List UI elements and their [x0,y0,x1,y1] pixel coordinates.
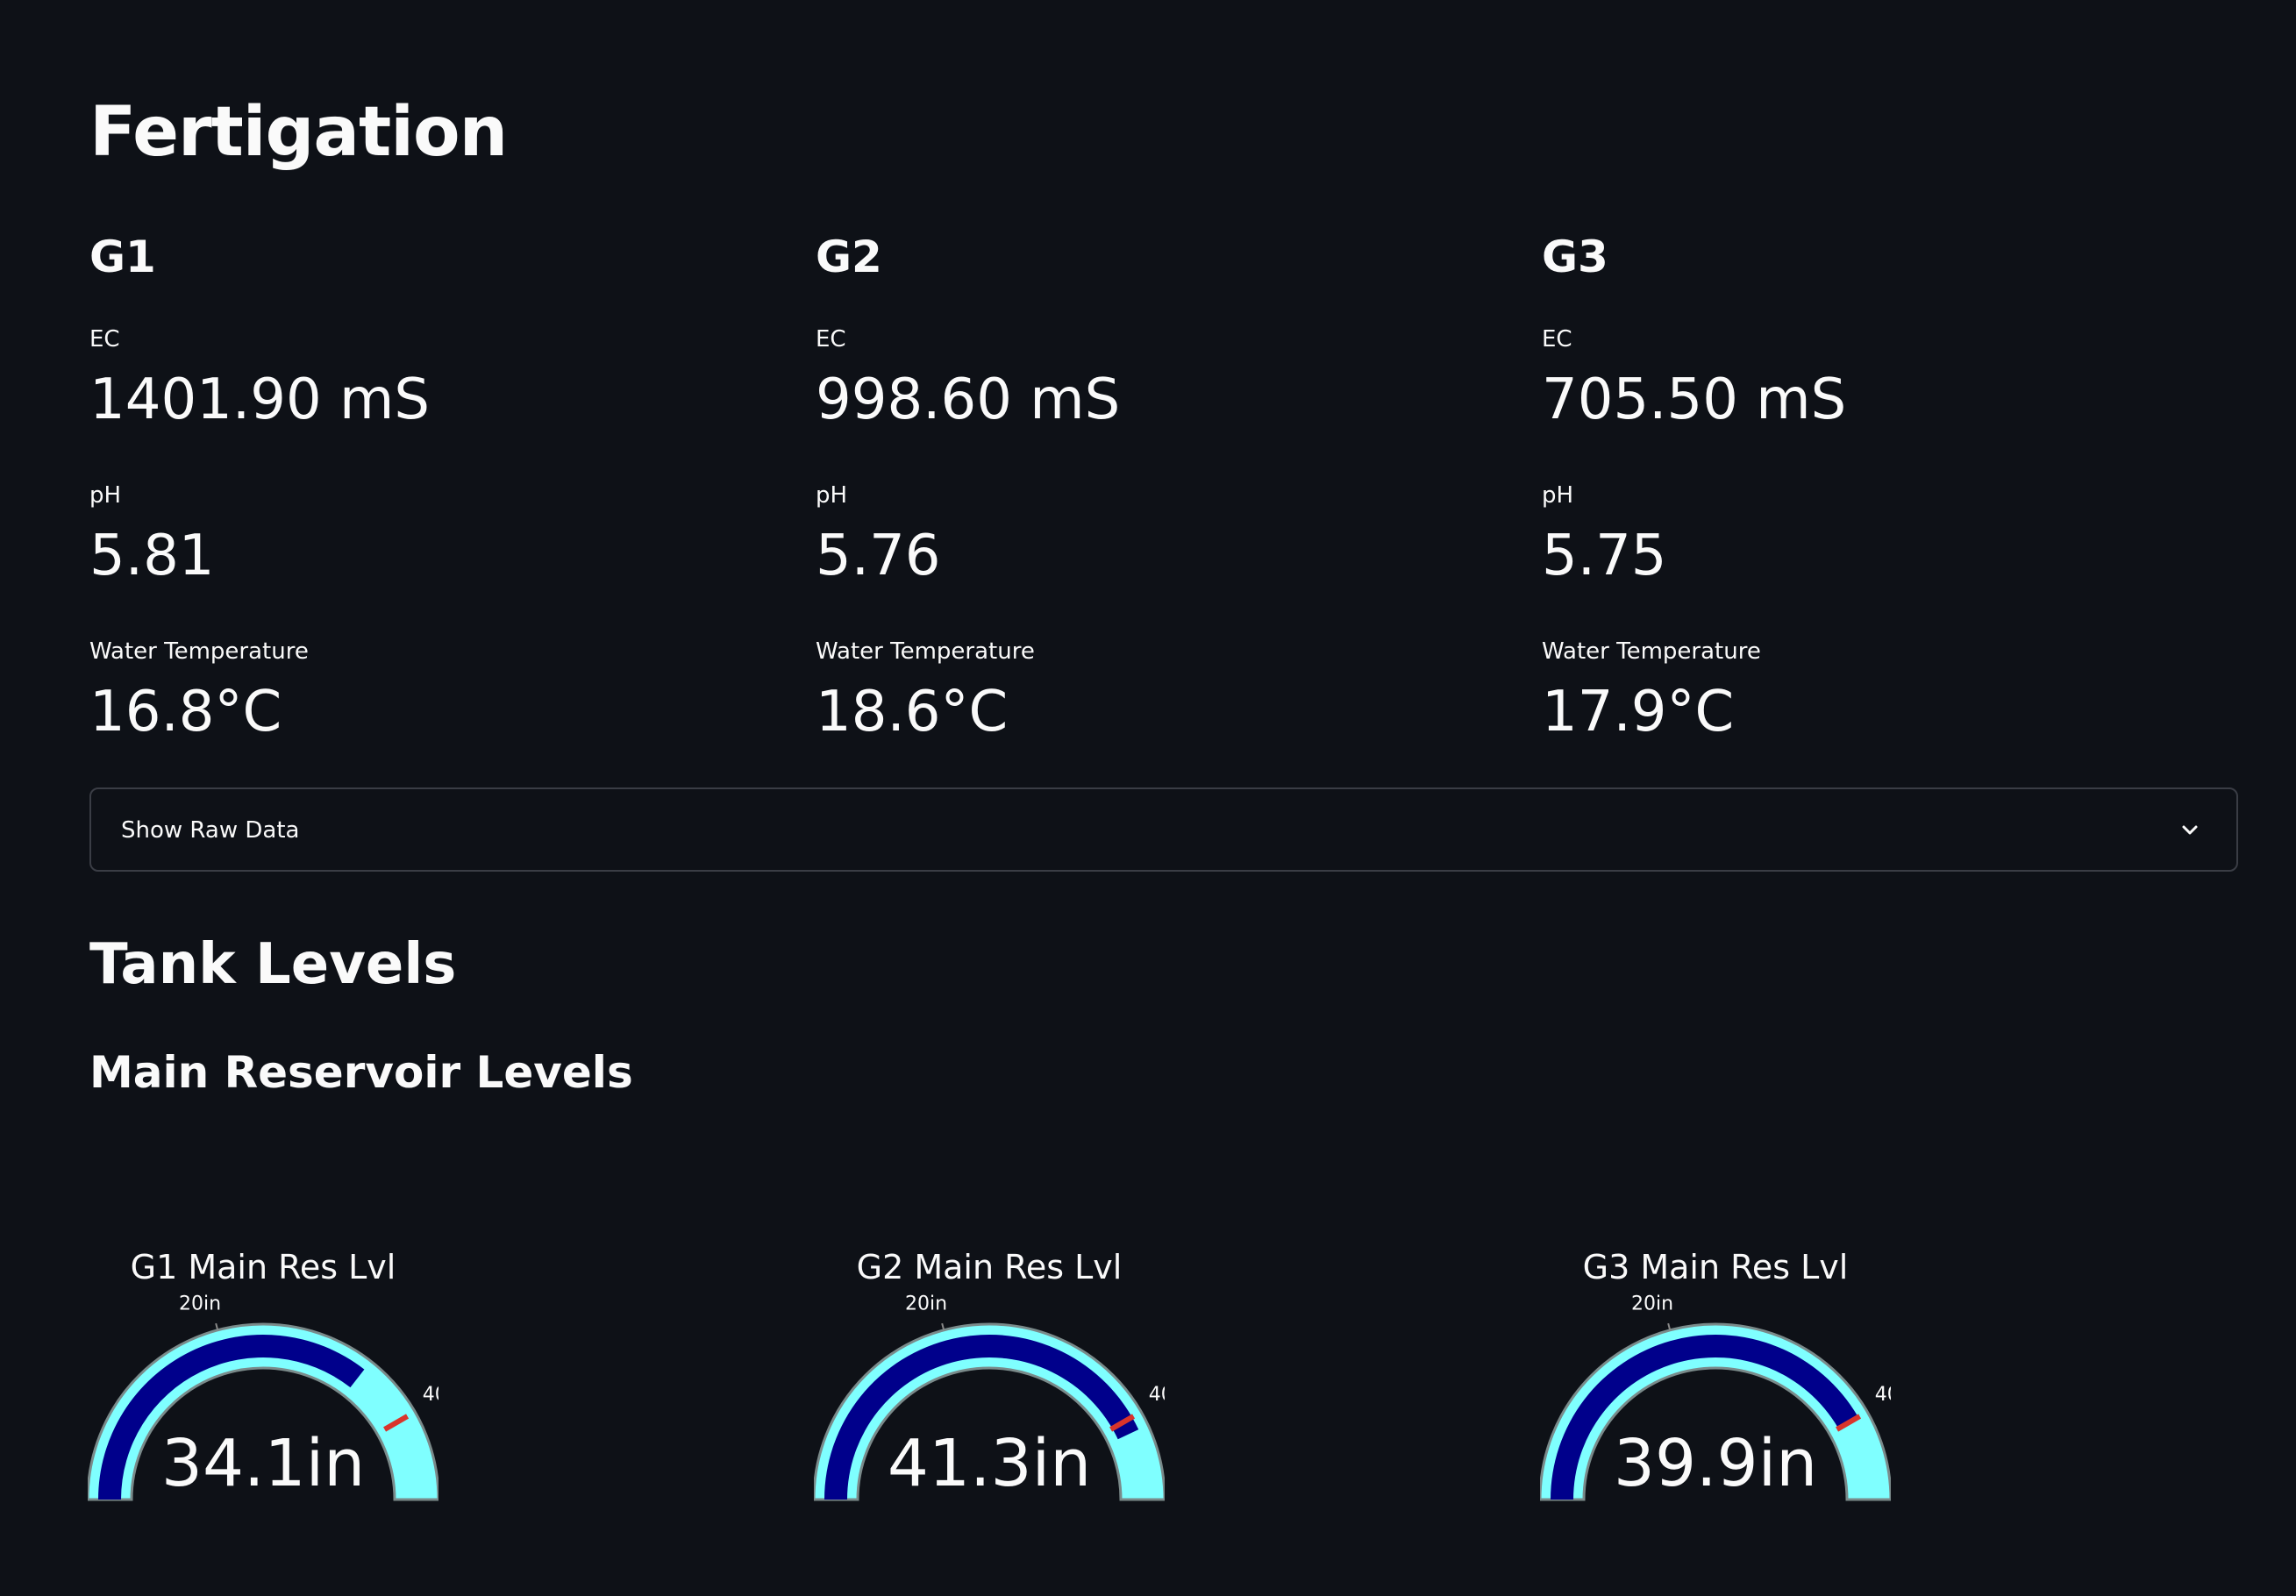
ec-value: 998.60 mS [816,367,1121,432]
water-temperature-value: 18.6°C [816,680,1009,745]
ph-label: pH [1542,482,1574,509]
water-temperature-value: 16.8°C [89,680,282,745]
gauge-tick-mark [215,1322,219,1331]
gauge-g1: G1 Main Res Lvl 20in 40 34.1in [88,1131,439,1517]
ph-value: 5.75 [1542,524,1667,588]
gauge-title: G2 Main Res Lvl [856,1248,1123,1286]
group-title: G1 [89,232,156,282]
gauge-threshold-marker [1109,1414,1136,1432]
ec-value: 1401.90 mS [89,367,430,432]
gauge-title: G3 Main Res Lvl [1582,1248,1849,1286]
gauge-value-bar [98,1335,365,1500]
gauge-value-label: 41.3in [888,1426,1091,1501]
ec-label: EC [816,326,846,353]
group-title: G3 [1542,232,1608,282]
ec-label: EC [89,326,120,353]
gauge-tick-label: 20in [905,1293,947,1315]
water-temperature-label: Water Temperature [816,638,1035,665]
gauge-g3: G3 Main Res Lvl 20in 40 39.9in [1540,1131,1891,1517]
gauge-tick-label: 40 [423,1384,439,1406]
main-reservoir-levels-heading: Main Reservoir Levels [89,1047,633,1098]
gauge-value-label: 34.1in [161,1426,365,1501]
gauge-tick-mark [941,1322,945,1331]
page-title: Fertigation [89,93,508,172]
ec-value: 705.50 mS [1542,367,1847,432]
ph-label: pH [89,482,122,509]
chevron-down-icon [2182,825,2198,835]
water-temperature-label: Water Temperature [1542,638,1761,665]
group-title: G2 [816,232,882,282]
gauge-tick-label: 40 [1875,1384,1891,1406]
gauge-chart: 20in 40 41.3in [814,1293,1165,1501]
tank-levels-heading: Tank Levels [89,932,457,997]
ph-value: 5.76 [816,524,941,588]
water-temperature-label: Water Temperature [89,638,309,665]
expander-label: Show Raw Data [121,817,300,844]
gauge-value-bar [1551,1335,1858,1500]
group-column-g1: G1 EC 1401.90 mS pH 5.81 Water Temperatu… [89,232,756,740]
ph-value: 5.81 [89,524,215,588]
gauge-title: G1 Main Res Lvl [130,1248,396,1286]
gauge-chart: 20in 40 34.1in [88,1293,439,1501]
gauge-tick-label: 20in [1631,1293,1673,1315]
gauge-tick-label: 20in [179,1293,221,1315]
gauge-value-label: 39.9in [1614,1426,1817,1501]
gauge-tick-label: 40 [1149,1384,1165,1406]
group-column-g2: G2 EC 998.60 mS pH 5.76 Water Temperatur… [816,232,1482,740]
gauge-threshold-marker [1836,1414,1862,1432]
gauge-threshold-marker [383,1414,410,1432]
gauge-g2: G2 Main Res Lvl 20in 40 41.3in [814,1131,1165,1517]
group-column-g3: G3 EC 705.50 mS pH 5.75 Water Temperatur… [1542,232,2208,740]
show-raw-data-expander[interactable]: Show Raw Data [89,787,2238,872]
water-temperature-value: 17.9°C [1542,680,1735,745]
gauge-value-bar [824,1335,1139,1500]
ec-label: EC [1542,326,1572,353]
gauge-tick-mark [1667,1322,1672,1331]
gauge-chart: 20in 40 39.9in [1540,1293,1891,1501]
ph-label: pH [816,482,848,509]
